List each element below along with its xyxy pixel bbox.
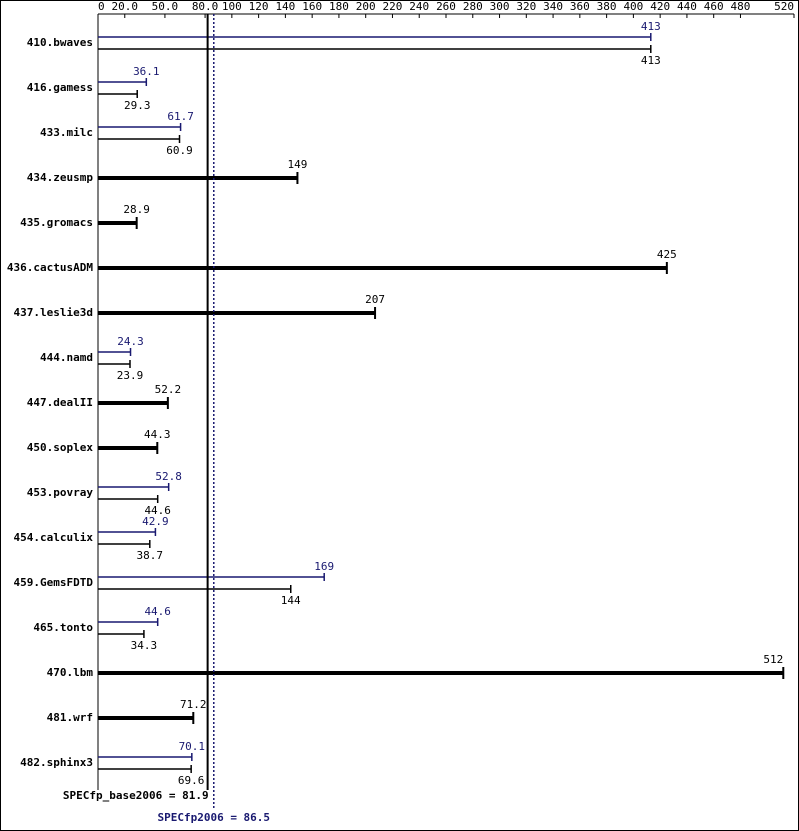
value-label: 413 [641, 20, 661, 33]
value-label: 60.9 [166, 144, 193, 157]
value-label: 207 [365, 293, 385, 306]
value-label: 69.6 [178, 774, 205, 787]
x-tick-label: 140 [275, 0, 295, 13]
category-label: 437.leslie3d [14, 306, 93, 319]
category-label: 482.sphinx3 [20, 756, 93, 769]
x-tick-label: 320 [516, 0, 536, 13]
x-tick-label: 480 [731, 0, 751, 13]
x-tick-label: 100 [222, 0, 242, 13]
value-label: 413 [641, 54, 661, 67]
value-label: 34.3 [131, 639, 158, 652]
value-label: 23.9 [117, 369, 144, 382]
x-tick-label: 200 [356, 0, 376, 13]
x-tick-label: 80.0 [192, 0, 219, 13]
x-tick-label: 380 [597, 0, 617, 13]
value-label: 29.3 [124, 99, 151, 112]
x-tick-label: 360 [570, 0, 590, 13]
value-label: 44.3 [144, 428, 171, 441]
reference-label: SPECfp_base2006 = 81.9 [63, 789, 209, 802]
category-label: 434.zeusmp [27, 171, 94, 184]
category-label: 410.bwaves [27, 36, 93, 49]
x-tick-label: 260 [436, 0, 456, 13]
reference-label: SPECfp2006 = 86.5 [157, 811, 270, 824]
category-label: 444.namd [40, 351, 93, 364]
x-tick-label: 340 [543, 0, 563, 13]
x-tick-label: 50.0 [152, 0, 179, 13]
value-label: 425 [657, 248, 677, 261]
value-label: 61.7 [167, 110, 194, 123]
value-label: 24.3 [117, 335, 144, 348]
value-label: 512 [763, 653, 783, 666]
x-tick-label: 240 [409, 0, 429, 13]
value-label: 144 [281, 594, 301, 607]
category-label: 453.povray [27, 486, 94, 499]
category-label: 433.milc [40, 126, 93, 139]
x-tick-label: 300 [490, 0, 510, 13]
value-label: 38.7 [137, 549, 164, 562]
value-label: 52.8 [155, 470, 182, 483]
x-tick-label: 460 [704, 0, 724, 13]
category-label: 416.gamess [27, 81, 93, 94]
value-label: 70.1 [179, 740, 206, 753]
x-tick-label: 520 [774, 0, 794, 13]
value-label: 169 [314, 560, 334, 573]
value-label: 28.9 [123, 203, 150, 216]
category-label: 459.GemsFDTD [14, 576, 94, 589]
x-tick-label: 400 [623, 0, 643, 13]
category-label: 436.cactusADM [7, 261, 93, 274]
x-tick-label: 0 [98, 0, 105, 13]
x-tick-label: 440 [677, 0, 697, 13]
x-tick-label: 420 [650, 0, 670, 13]
value-label: 52.2 [155, 383, 182, 396]
category-label: 470.lbm [47, 666, 94, 679]
value-label: 44.6 [144, 504, 171, 517]
value-label: 149 [287, 158, 307, 171]
x-tick-label: 160 [302, 0, 322, 13]
value-label: 36.1 [133, 65, 160, 78]
value-label: 42.9 [142, 515, 169, 528]
category-label: 447.dealII [27, 396, 93, 409]
x-tick-label: 120 [249, 0, 269, 13]
x-tick-label: 180 [329, 0, 349, 13]
x-tick-label: 280 [463, 0, 483, 13]
value-label: 44.6 [144, 605, 171, 618]
category-label: 454.calculix [14, 531, 94, 544]
category-label: 435.gromacs [20, 216, 93, 229]
category-label: 465.tonto [33, 621, 93, 634]
category-label: 450.soplex [27, 441, 94, 454]
category-label: 481.wrf [47, 711, 93, 724]
value-label: 71.2 [180, 698, 207, 711]
x-tick-label: 220 [383, 0, 403, 13]
x-tick-label: 20.0 [112, 0, 139, 13]
